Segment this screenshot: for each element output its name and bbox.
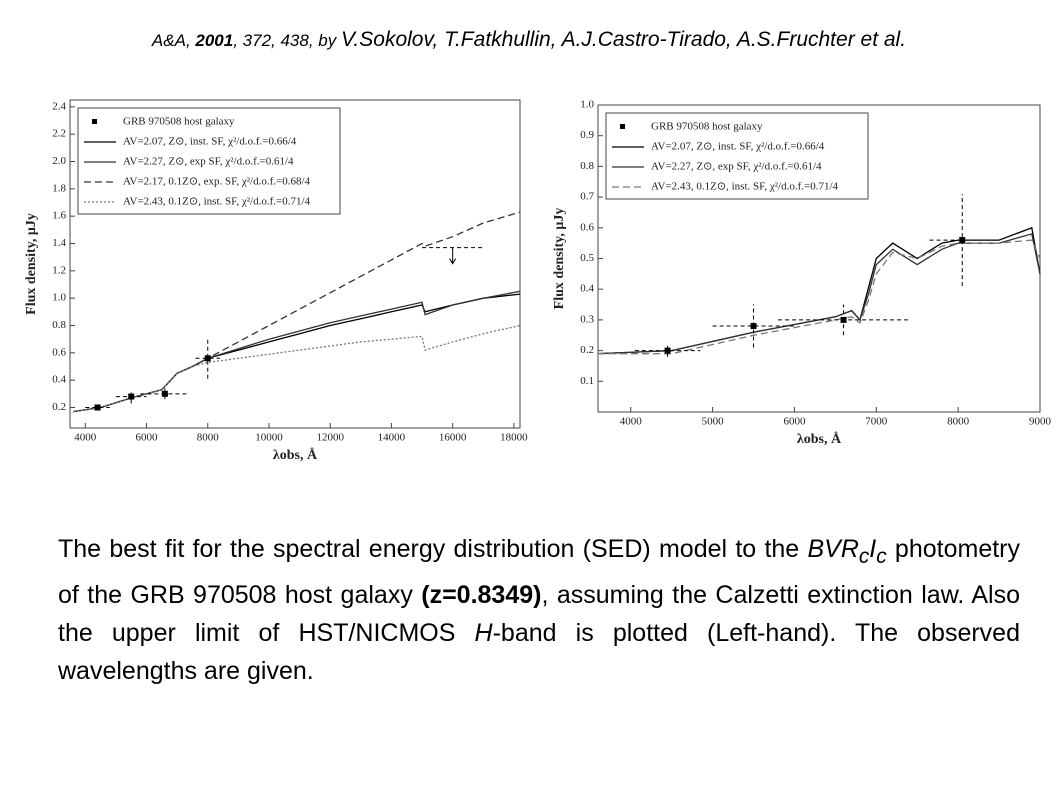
caption: The best fit for the spectral energy dis… bbox=[58, 530, 1020, 690]
y-tick-label: 1.0 bbox=[580, 99, 594, 111]
legend-label: AV=2.27, Z⊙, exp SF, χ²/d.o.f.=0.61/4 bbox=[651, 161, 822, 173]
legend-label: AV=2.43, 0.1Z⊙, inst. SF, χ²/d.o.f.=0.71… bbox=[651, 181, 839, 193]
caption-text: The best fit for the spectral energy dis… bbox=[58, 535, 808, 563]
band: BVR bbox=[807, 535, 859, 563]
x-tick-label: 8000 bbox=[947, 416, 970, 428]
x-tick-label: 7000 bbox=[865, 416, 888, 428]
y-tick-label: 0.6 bbox=[580, 221, 594, 233]
redshift: (z=0.8349) bbox=[421, 581, 542, 609]
data-point bbox=[840, 316, 847, 323]
data-point bbox=[204, 355, 211, 362]
x-tick-label: 10000 bbox=[255, 432, 283, 444]
legend-label: AV=2.43, 0.1Z⊙, inst. SF, χ²/d.o.f.=0.71… bbox=[123, 196, 311, 208]
upper-limit-arrow bbox=[449, 247, 457, 265]
y-tick-label: 0.8 bbox=[52, 319, 66, 331]
y-tick-label: 0.1 bbox=[580, 375, 594, 387]
band: H bbox=[474, 619, 493, 647]
legend-label: GRB 970508 host galaxy bbox=[123, 116, 235, 128]
authors: V.Sokolov, T.Fatkhullin, A.J.Castro-Tira… bbox=[340, 28, 907, 51]
y-tick-label: 2.4 bbox=[52, 100, 66, 112]
spectrum-line bbox=[73, 290, 521, 413]
x-tick-label: 12000 bbox=[316, 432, 344, 444]
y-tick-label: 1.2 bbox=[52, 264, 66, 276]
data-point bbox=[664, 347, 671, 354]
band-sub: c bbox=[858, 545, 870, 568]
data-point bbox=[161, 390, 168, 397]
y-tick-label: 0.2 bbox=[52, 401, 66, 413]
y-tick-label: 0.4 bbox=[52, 374, 66, 386]
y-tick-label: 1.6 bbox=[52, 210, 66, 222]
legend-box bbox=[77, 107, 341, 215]
x-tick-label: 14000 bbox=[378, 432, 406, 444]
x-axis-label: λobs, Å bbox=[797, 431, 842, 447]
x-tick-label: 6000 bbox=[136, 432, 159, 444]
caption-text: -band is plotted (Left-hand). The observ… bbox=[58, 619, 1020, 685]
charts: 0.2 0.4 0.6 0.8 1.0 1.2 1.4 1.6 1.8 2.0 2.2 2.4 4000… bbox=[24, 99, 1052, 464]
y-axis-label: Flux density, μJy bbox=[552, 208, 567, 310]
band-sub: c bbox=[876, 545, 887, 568]
legend-label: AV=2.07, Z⊙, inst. SF, χ²/d.o.f.=0.66/4 bbox=[123, 136, 297, 148]
data-point bbox=[128, 393, 135, 400]
spectrum-line bbox=[73, 211, 521, 413]
spectrum-line bbox=[597, 226, 1041, 355]
legend-marker bbox=[620, 124, 625, 129]
y-tick-label: 0.5 bbox=[580, 252, 594, 264]
y-axis-label: Flux density, μJy bbox=[24, 213, 39, 315]
x-axis-label: λobs, Å bbox=[273, 447, 318, 463]
y-tick-label: 1.4 bbox=[52, 237, 66, 249]
x-tick-label: 18000 bbox=[500, 432, 528, 444]
legend-label: AV=2.17, 0.1Z⊙, exp. SF, χ²/d.o.f.=0.68/… bbox=[123, 176, 311, 188]
x-tick-label: 5000 bbox=[702, 416, 725, 428]
citation: A&A, 2001, 372, 438, by V.Sokolov, T.Fat… bbox=[0, 28, 1058, 52]
y-tick-label: 0.2 bbox=[580, 344, 594, 356]
data-point bbox=[750, 323, 757, 330]
band: I bbox=[869, 535, 877, 563]
x-tick-label: 16000 bbox=[439, 432, 467, 444]
data-point bbox=[959, 237, 966, 244]
journal: A&A, bbox=[151, 31, 196, 50]
legend-box bbox=[605, 112, 869, 200]
spectrum-line bbox=[598, 239, 1041, 355]
y-tick-label: 0.9 bbox=[580, 129, 594, 141]
y-tick-label: 2.0 bbox=[52, 155, 66, 167]
x-tick-label: 9000 bbox=[1029, 416, 1052, 428]
year: 2001 bbox=[195, 31, 234, 50]
caption-text: , assuming the Calzetti extinction law. … bbox=[58, 581, 1020, 647]
caption-text: photometry of the GRB 970508 host galaxy bbox=[58, 535, 1020, 609]
y-tick-label: 0.7 bbox=[580, 191, 594, 203]
volume: , 372, 438, by bbox=[233, 31, 341, 50]
legend-label: AV=2.07, Z⊙, inst. SF, χ²/d.o.f.=0.66/4 bbox=[651, 141, 825, 153]
y-tick-label: 0.4 bbox=[580, 283, 594, 295]
x-tick-label: 4000 bbox=[74, 432, 97, 444]
x-tick-label: 8000 bbox=[197, 432, 220, 444]
data-point bbox=[94, 404, 101, 411]
legend-label: AV=2.27, Z⊙, exp SF, χ²/d.o.f.=0.61/4 bbox=[123, 156, 294, 168]
y-tick-label: 1.0 bbox=[52, 292, 66, 304]
legend-label: GRB 970508 host galaxy bbox=[651, 121, 763, 133]
spectrum-line bbox=[73, 324, 521, 413]
y-tick-label: 0.6 bbox=[52, 346, 66, 358]
x-tick-label: 6000 bbox=[783, 416, 806, 428]
y-tick-label: 0.8 bbox=[580, 160, 594, 172]
spectrum-line bbox=[73, 293, 521, 413]
y-tick-label: 1.8 bbox=[52, 182, 66, 194]
x-tick-label: 4000 bbox=[620, 416, 643, 428]
y-tick-label: 0.3 bbox=[580, 313, 594, 325]
spectrum-line bbox=[597, 233, 1041, 355]
legend-marker bbox=[92, 119, 97, 124]
plot-frame bbox=[69, 99, 521, 429]
y-tick-label: 2.2 bbox=[52, 128, 66, 140]
